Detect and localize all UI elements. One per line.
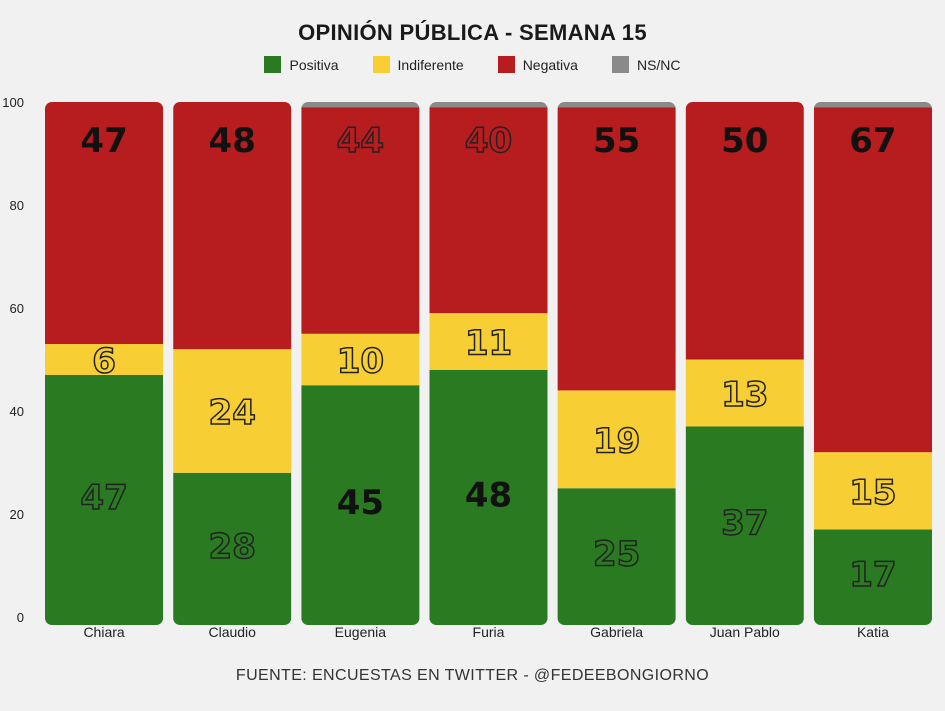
bar-segment-positiva	[429, 369, 548, 625]
bar-segment-negativa	[813, 107, 932, 453]
bar-segment-indiferente	[429, 313, 548, 370]
source-footnote: FUENTE: ENCUESTAS EN TWITTER - @FEDEEBON…	[235, 667, 710, 684]
data-label: 48	[209, 121, 256, 161]
legend-item-nsnc: NS/NC	[611, 56, 681, 73]
data-label: 19	[593, 421, 640, 461]
bar-segment-indiferente	[301, 333, 420, 386]
y-tick-label: 60	[10, 301, 24, 316]
bar-segment-positiva	[301, 385, 420, 625]
y-tick-label: 40	[10, 404, 24, 419]
legend-swatch-positiva	[264, 56, 282, 73]
bar-segment-indiferente	[685, 359, 804, 427]
data-label: 17	[849, 555, 896, 595]
bar-segment-negativa	[173, 102, 292, 350]
data-label: 28	[209, 527, 256, 567]
data-label: 47	[80, 478, 127, 518]
data-label: 6	[92, 342, 116, 382]
legend-label-negativa: Negativa	[522, 56, 578, 73]
bar-stack-claudio	[173, 102, 292, 625]
bar-segment-indiferente	[813, 452, 932, 530]
x-tick-label: Eugenia	[335, 624, 387, 640]
legend-label-positiva: Positiva	[289, 56, 339, 73]
data-label: 50	[721, 121, 768, 161]
data-label: 55	[593, 121, 640, 161]
bar-segment-indiferente	[173, 349, 292, 473]
bar-segment-positiva	[45, 374, 164, 625]
legend-item-negativa: Negativa	[497, 56, 578, 73]
bar-segment-positiva	[813, 529, 932, 625]
bar-segment-nsnc	[301, 102, 420, 108]
bar-segment-indiferente	[45, 344, 164, 375]
bar-segment-positiva	[685, 426, 804, 625]
data-label: 11	[465, 323, 512, 363]
legend-swatch-negativa	[497, 56, 515, 73]
bar-stack-chiara	[45, 102, 164, 625]
data-label: 67	[849, 121, 896, 161]
y-tick-label: 20	[10, 507, 24, 522]
bar-stack-juan-pablo	[685, 102, 804, 625]
legend-swatch-indiferente	[372, 56, 390, 73]
y-tick-label: 80	[10, 198, 24, 213]
bar-stack-gabriela	[557, 102, 676, 625]
bar-segment-negativa	[685, 102, 804, 360]
bar-stack-katia	[813, 102, 932, 625]
bar-segment-indiferente	[557, 390, 676, 489]
x-tick-label: Gabriela	[590, 624, 643, 640]
y-tick-label: 100	[2, 95, 24, 110]
bar-segment-positiva	[557, 488, 676, 625]
legend-item-positiva: Positiva	[264, 56, 339, 73]
data-label: 40	[465, 121, 512, 161]
bar-stack-furia	[429, 102, 548, 625]
x-tick-label: Chiara	[83, 624, 124, 640]
bar-segment-nsnc	[557, 102, 676, 108]
bar-segment-negativa	[301, 107, 420, 334]
data-label: 48	[465, 475, 512, 515]
y-tick-label: 0	[17, 610, 24, 625]
legend-label-nsnc: NS/NC	[636, 56, 681, 73]
bar-stack-eugenia	[301, 102, 420, 625]
data-label: 15	[849, 473, 896, 513]
bar-segment-negativa	[557, 107, 676, 391]
data-label: 37	[721, 504, 768, 544]
x-tick-label: Juan Pablo	[710, 624, 780, 640]
x-tick-label: Claudio	[208, 624, 256, 640]
data-label: 44	[337, 121, 384, 161]
data-label: 24	[209, 393, 256, 433]
data-label: 25	[593, 535, 640, 575]
bar-segment-positiva	[173, 472, 292, 625]
data-label: 10	[337, 342, 384, 382]
data-label: 13	[721, 375, 768, 415]
legend: Positiva Indiferente Negativa NS/NC	[0, 56, 945, 73]
x-tick-label: Katia	[857, 624, 889, 640]
legend-item-indiferente: Indiferente	[372, 56, 464, 73]
chart-title: OPINIÓN PÚBLICA - SEMANA 15	[298, 20, 647, 45]
legend-swatch-nsnc	[611, 56, 629, 73]
data-label: 47	[80, 121, 127, 161]
x-tick-label: Furia	[473, 624, 505, 640]
data-label: 45	[337, 483, 384, 523]
legend-label-indiferente: Indiferente	[397, 56, 464, 73]
bar-segment-nsnc	[813, 102, 932, 108]
bar-segment-negativa	[429, 107, 548, 314]
bar-segment-negativa	[45, 102, 164, 345]
bar-segment-nsnc	[429, 102, 548, 108]
